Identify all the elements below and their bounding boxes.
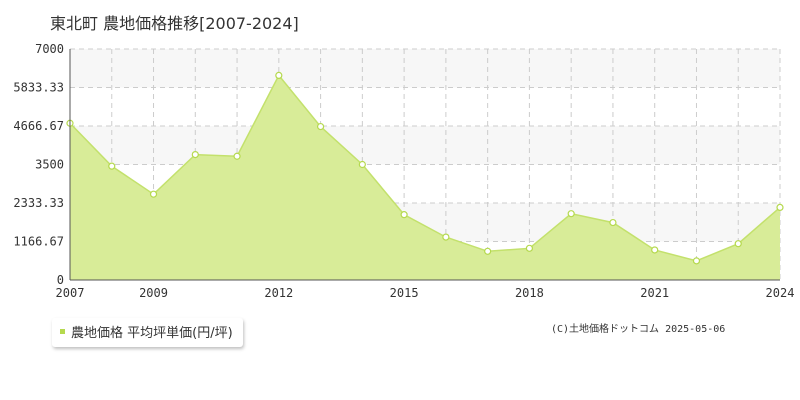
data-point — [108, 162, 116, 170]
x-tick-label: 2015 — [390, 286, 419, 300]
x-tick-label: 2021 — [640, 286, 669, 300]
legend: 農地価格 平均坪単価(円/坪) — [52, 318, 243, 347]
data-point — [149, 190, 158, 198]
x-tick-label: 2018 — [515, 286, 544, 300]
y-tick-label: 2333.33 — [13, 196, 64, 210]
data-point — [275, 71, 283, 80]
data-point — [609, 218, 617, 227]
y-tick-label: 5833.33 — [13, 81, 64, 95]
y-tick-label: 7000 — [35, 42, 64, 56]
y-tick-label: 1166.67 — [13, 234, 64, 248]
data-point — [484, 247, 492, 255]
data-point — [358, 160, 366, 169]
axes — [69, 49, 780, 281]
data-point — [776, 203, 784, 211]
data-point — [734, 240, 742, 248]
y-tick-label: 4666.67 — [13, 119, 64, 133]
y-tick-label: 3500 — [35, 158, 64, 172]
legend-label: 農地価格 平均坪単価(円/坪) — [71, 326, 233, 341]
series-area — [70, 75, 780, 281]
data-point — [316, 122, 325, 131]
y-tick-labels: 0 1166.67 2333.33 3500 4666.67 5833.33 7000 — [13, 42, 64, 287]
x-tick-labels: 2007 2009 2012 2015 2018 2021 2024 — [56, 286, 795, 300]
data-point — [567, 210, 575, 218]
legend-marker — [60, 329, 65, 334]
data-point — [525, 244, 534, 252]
data-point — [233, 152, 241, 160]
chart-title: 東北町 農地価格推移[2007-2024] — [50, 14, 299, 33]
data-markers — [66, 71, 784, 265]
x-tick-label: 2009 — [139, 286, 168, 300]
credit-text: (C)土地価格ドットコム 2025-05-06 — [551, 324, 726, 335]
series-line — [69, 74, 781, 262]
y-tick-label: 0 — [57, 273, 64, 287]
data-point — [191, 151, 199, 159]
data-point — [400, 211, 408, 219]
data-point — [442, 233, 450, 241]
x-tick-label: 2024 — [766, 286, 795, 300]
area-layer — [69, 74, 781, 281]
grid-band — [70, 125, 780, 165]
data-point — [692, 257, 701, 265]
grid-band — [70, 49, 780, 88]
data-point — [651, 246, 659, 254]
x-tick-label: 2012 — [264, 286, 293, 300]
x-tick-label: 2007 — [56, 286, 85, 300]
